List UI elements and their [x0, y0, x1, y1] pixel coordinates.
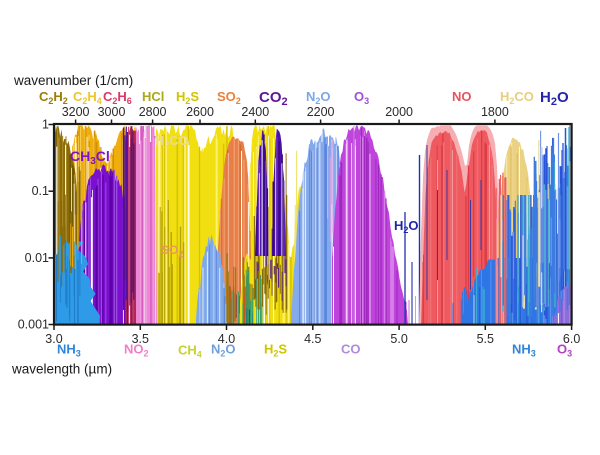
- svg-text:H2​O: H2​O: [540, 89, 569, 108]
- svg-text:6.0: 6.0: [563, 332, 580, 346]
- svg-text:4.0: 4.0: [218, 332, 235, 346]
- svg-text:2000: 2000: [385, 105, 413, 119]
- svg-text:2800: 2800: [139, 105, 167, 119]
- svg-text:2200: 2200: [307, 105, 335, 119]
- svg-text:SO2​: SO2​: [161, 243, 183, 259]
- svg-text:C2​H2​: C2​H2​: [39, 89, 68, 106]
- svg-text:0.01: 0.01: [25, 251, 49, 265]
- svg-text:C2​H6​: C2​H6​: [103, 89, 132, 106]
- svg-text:H2​S: H2​S: [176, 89, 199, 106]
- svg-text:N2​O: N2​O: [211, 342, 236, 359]
- svg-text:H2​O: H2​O: [394, 218, 419, 235]
- svg-text:3.0: 3.0: [45, 332, 62, 346]
- svg-text:H2​S: H2​S: [264, 342, 287, 359]
- svg-text:CO: CO: [341, 342, 361, 357]
- svg-text:NO: NO: [452, 89, 472, 104]
- svg-text:1800: 1800: [481, 105, 509, 119]
- svg-text:4.5: 4.5: [304, 332, 321, 346]
- svg-text:1: 1: [42, 118, 49, 132]
- svg-text:3.5: 3.5: [132, 332, 149, 346]
- svg-text:NH3​: NH3​: [512, 342, 536, 359]
- svg-text:NH3​: NH3​: [57, 342, 81, 359]
- svg-text:HCl: HCl: [142, 89, 164, 104]
- svg-text:N2​O: N2​O: [306, 89, 331, 106]
- svg-text:2600: 2600: [186, 105, 214, 119]
- svg-text:5.0: 5.0: [390, 332, 407, 346]
- svg-text:CH4​: CH4​: [178, 343, 202, 360]
- svg-text:NO2​: NO2​: [124, 342, 149, 359]
- svg-text:wavenumber (1/cm): wavenumber (1/cm): [13, 73, 133, 88]
- svg-text:3200: 3200: [62, 105, 90, 119]
- svg-text:3000: 3000: [98, 105, 126, 119]
- svg-text:CH3​Cl: CH3​Cl: [70, 148, 110, 167]
- svg-text:5.5: 5.5: [477, 332, 494, 346]
- svg-text:2400: 2400: [241, 105, 269, 119]
- svg-text:CO2​: CO2​: [259, 89, 288, 108]
- svg-text:wavelength (µm): wavelength (µm): [11, 362, 112, 377]
- svg-text:H2​CO: H2​CO: [155, 133, 189, 150]
- svg-text:0.001: 0.001: [18, 318, 49, 332]
- svg-text:SO2​: SO2​: [217, 89, 241, 106]
- svg-text:H2​CO: H2​CO: [500, 89, 534, 106]
- svg-text:C2​H4​: C2​H4​: [73, 89, 102, 106]
- svg-text:0.1: 0.1: [32, 184, 49, 198]
